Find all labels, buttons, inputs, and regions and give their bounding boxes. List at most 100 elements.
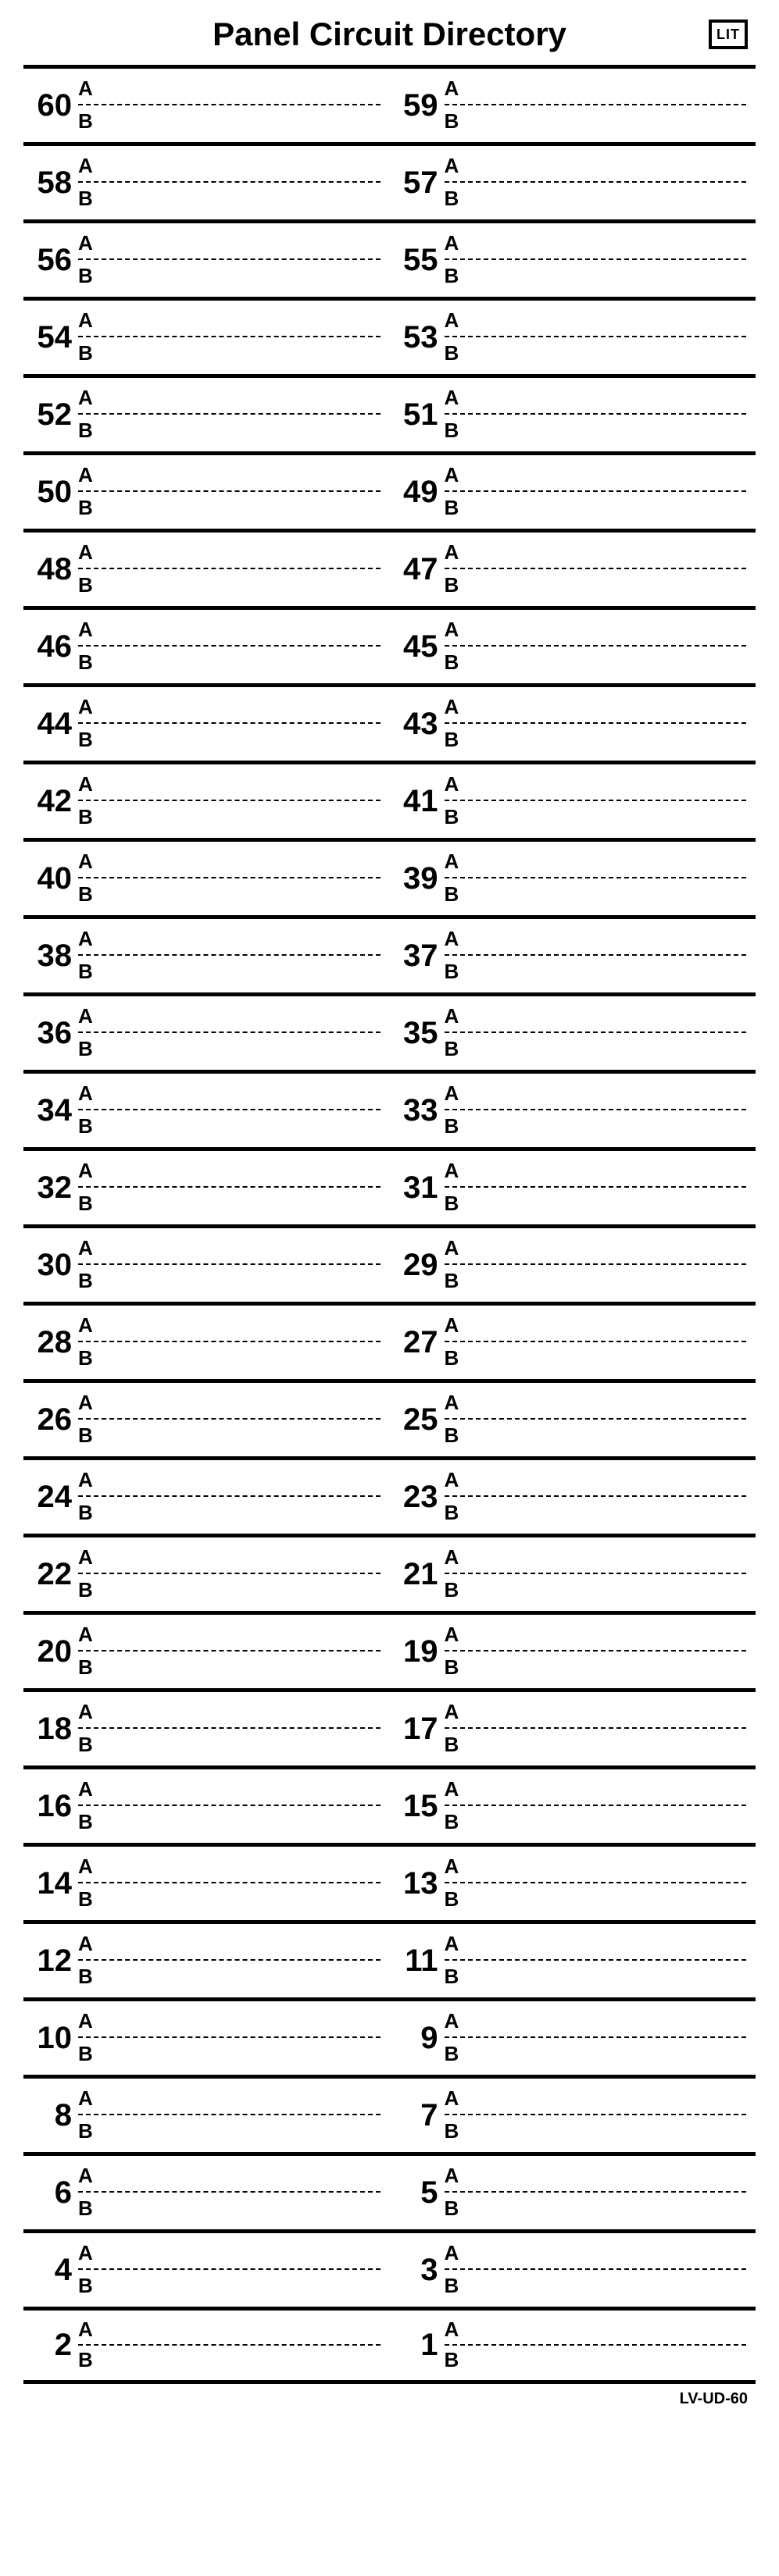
sub-label: A bbox=[445, 1700, 465, 1724]
circuit-number: 16 bbox=[23, 1774, 78, 1838]
circuit-row: 12AB11AB bbox=[23, 1920, 756, 1997]
circuit-row: 22AB21AB bbox=[23, 1534, 756, 1611]
circuit-subrow: A bbox=[445, 2083, 747, 2115]
circuit-row: 10AB9AB bbox=[23, 1997, 756, 2075]
circuit-subrows: AB bbox=[78, 1929, 390, 1993]
write-line bbox=[465, 1078, 747, 1109]
sub-label: A bbox=[445, 1932, 465, 1956]
circuit-row: 30AB29AB bbox=[23, 1224, 756, 1302]
circuit-subrow: A bbox=[78, 383, 381, 415]
write-line bbox=[465, 73, 747, 104]
circuit-subrow: B bbox=[445, 105, 747, 137]
circuit-subrow: A bbox=[445, 1465, 747, 1497]
circuit-subrow: A bbox=[78, 1465, 381, 1497]
write-line bbox=[98, 228, 381, 258]
write-line bbox=[98, 2238, 381, 2268]
sub-label: B bbox=[78, 650, 98, 675]
circuit-subrow: A bbox=[78, 2238, 381, 2270]
write-line bbox=[98, 1729, 381, 1761]
circuit-subrow: A bbox=[78, 1156, 381, 1188]
circuit-number: 36 bbox=[23, 1001, 78, 1065]
page-title: Panel Circuit Directory bbox=[31, 16, 748, 53]
circuit-cell: 38AB bbox=[23, 919, 390, 992]
circuit-cell: 2AB bbox=[23, 2311, 390, 2380]
sub-label: B bbox=[445, 341, 465, 365]
sub-label: B bbox=[445, 1423, 465, 1448]
circuit-subrows: AB bbox=[78, 1310, 390, 1374]
circuit-subrows: AB bbox=[78, 769, 390, 833]
write-line bbox=[98, 801, 381, 833]
write-line bbox=[98, 1310, 381, 1341]
sub-label: A bbox=[78, 1623, 98, 1647]
circuit-cell: 35AB bbox=[390, 996, 756, 1070]
write-line bbox=[465, 1883, 747, 1915]
circuit-cell: 51AB bbox=[390, 378, 756, 451]
circuit-row: 2AB1AB bbox=[23, 2307, 756, 2384]
circuit-cell: 50AB bbox=[23, 455, 390, 529]
circuit-number: 60 bbox=[23, 73, 78, 137]
sub-label: A bbox=[445, 1623, 465, 1647]
circuit-subrow: A bbox=[445, 383, 747, 415]
circuit-cell: 32AB bbox=[23, 1151, 390, 1224]
sub-label: B bbox=[78, 1423, 98, 1448]
write-line bbox=[465, 1697, 747, 1727]
write-line bbox=[98, 569, 381, 601]
circuit-cell: 12AB bbox=[23, 1924, 390, 1997]
circuit-subrow: B bbox=[78, 724, 381, 756]
write-line bbox=[465, 1619, 747, 1650]
circuit-number: 7 bbox=[390, 2083, 445, 2147]
circuit-row: 44AB43AB bbox=[23, 683, 756, 761]
circuit-subrows: AB bbox=[78, 305, 390, 369]
circuit-row: 60AB59AB bbox=[23, 65, 756, 142]
sub-label: A bbox=[78, 1545, 98, 1569]
sub-label: A bbox=[445, 463, 465, 487]
circuit-number: 13 bbox=[390, 1851, 445, 1915]
circuit-cell: 23AB bbox=[390, 1460, 756, 1534]
sub-label: A bbox=[445, 2009, 465, 2033]
write-line bbox=[465, 1265, 747, 1297]
sub-label: A bbox=[445, 850, 465, 874]
circuit-subrow: A bbox=[78, 228, 381, 260]
circuit-subrow: B bbox=[445, 1806, 747, 1838]
circuit-subrows: AB bbox=[445, 1078, 756, 1142]
circuit-subrows: AB bbox=[445, 924, 756, 988]
write-line bbox=[465, 2238, 747, 2268]
write-line bbox=[98, 878, 381, 910]
write-line bbox=[98, 415, 381, 447]
sub-label: A bbox=[445, 1855, 465, 1879]
write-line bbox=[465, 1961, 747, 1993]
write-line bbox=[98, 2346, 381, 2376]
circuit-cell: 1AB bbox=[390, 2311, 756, 2380]
write-line bbox=[465, 2346, 747, 2376]
circuit-cell: 60AB bbox=[23, 69, 390, 142]
circuit-cell: 54AB bbox=[23, 301, 390, 374]
circuit-subrows: AB bbox=[445, 2161, 756, 2225]
circuit-cell: 16AB bbox=[23, 1769, 390, 1843]
circuit-subrow: A bbox=[78, 769, 381, 801]
circuit-number: 48 bbox=[23, 537, 78, 601]
circuit-subrow: A bbox=[445, 2006, 747, 2038]
write-line bbox=[465, 769, 747, 800]
circuit-cell: 8AB bbox=[23, 2079, 390, 2152]
sub-label: A bbox=[78, 1777, 98, 1801]
circuit-cell: 17AB bbox=[390, 1692, 756, 1765]
circuit-subrow: A bbox=[78, 846, 381, 878]
brand-logo: LIT bbox=[709, 20, 748, 49]
sub-label: B bbox=[445, 1269, 465, 1293]
circuit-subrow: A bbox=[78, 151, 381, 183]
circuit-cell: 58AB bbox=[23, 146, 390, 219]
write-line bbox=[98, 924, 381, 954]
circuit-cell: 52AB bbox=[23, 378, 390, 451]
sub-label: A bbox=[445, 231, 465, 255]
sub-label: A bbox=[445, 77, 465, 101]
circuit-subrow: A bbox=[78, 305, 381, 337]
write-line bbox=[465, 151, 747, 181]
sub-label: A bbox=[78, 927, 98, 951]
circuit-number: 46 bbox=[23, 615, 78, 679]
sub-label: B bbox=[445, 2197, 465, 2221]
circuit-number: 30 bbox=[23, 1233, 78, 1297]
write-line bbox=[98, 1574, 381, 1606]
circuit-row: 6AB5AB bbox=[23, 2152, 756, 2229]
circuit-subrow: A bbox=[445, 769, 747, 801]
write-line bbox=[465, 1465, 747, 1495]
